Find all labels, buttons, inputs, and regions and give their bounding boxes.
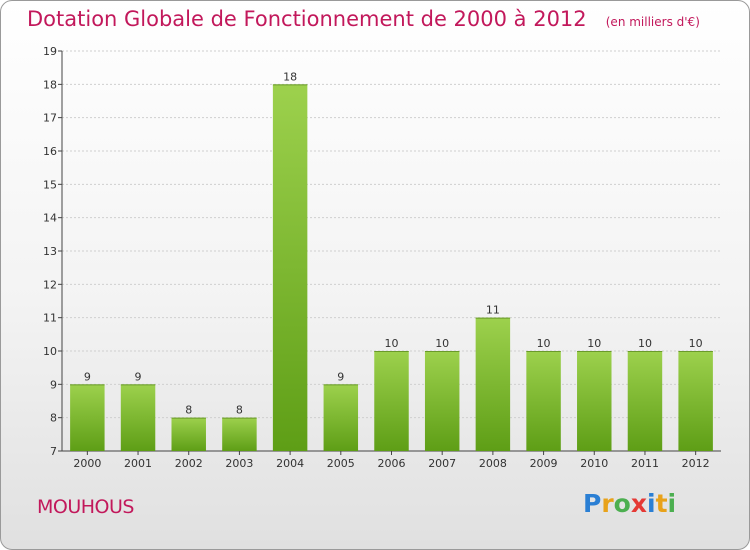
y-tick-label: 11 [43, 312, 57, 325]
bars [70, 84, 713, 451]
y-tick-label: 13 [43, 245, 57, 258]
y-tick-label: 8 [50, 412, 57, 425]
commune-name: MOUHOUS [37, 496, 134, 518]
data-label: 10 [587, 337, 601, 350]
bar [577, 351, 612, 451]
bar [526, 351, 561, 451]
x-tick-label: 2012 [682, 457, 710, 470]
title-area: Dotation Globale de Fonctionnement de 20… [27, 7, 700, 31]
data-labels: 9 9 8 8 18 9 10 10 11 10 10 10 10 [84, 70, 703, 416]
x-tick-label: 2011 [631, 457, 659, 470]
data-label: 10 [638, 337, 652, 350]
x-tick-label: 2003 [225, 457, 253, 470]
data-label: 10 [435, 337, 449, 350]
x-tick-label: 2006 [378, 457, 406, 470]
x-tick-labels: 2000 2001 2002 2003 2004 2005 2006 2007 2008 2009… [73, 457, 709, 470]
bar [323, 384, 359, 451]
x-tick-label: 2008 [479, 457, 507, 470]
bar [120, 384, 156, 451]
bar [374, 351, 409, 451]
chart-title: Dotation Globale de Fonctionnement de 20… [27, 7, 587, 31]
y-tick-label: 18 [43, 78, 57, 91]
x-tick-label: 2002 [175, 457, 203, 470]
y-tick-label: 15 [43, 178, 57, 191]
x-tick-label: 2009 [530, 457, 558, 470]
data-label: 10 [537, 337, 551, 350]
bar [424, 351, 460, 451]
data-label: 8 [185, 404, 192, 417]
y-tick-label: 14 [43, 212, 57, 225]
logo-letter: i [647, 489, 656, 518]
y-tick-label: 10 [43, 345, 57, 358]
x-tick-label: 2004 [276, 457, 304, 470]
x-tick-label: 2001 [124, 457, 152, 470]
data-label: 10 [689, 337, 703, 350]
logo-letter: r [601, 489, 614, 518]
data-label: 18 [283, 70, 297, 83]
y-tick-labels: 7 8 9 10 11 12 13 14 15 16 17 18 19 [43, 45, 57, 458]
logo-letter: o [613, 489, 631, 518]
data-label: 9 [84, 370, 91, 383]
data-label: 11 [486, 304, 500, 317]
data-label: 8 [236, 404, 243, 417]
y-tick-label: 19 [43, 45, 57, 58]
chart-subtitle: (en milliers d'€) [605, 15, 700, 29]
data-label: 9 [337, 370, 344, 383]
y-tick-label: 7 [50, 445, 57, 458]
y-tick-label: 17 [43, 112, 57, 125]
y-tick-label: 12 [43, 278, 57, 291]
proxiti-logo[interactable]: Proxiti [583, 489, 676, 518]
bar [678, 351, 713, 451]
logo-letter: x [630, 489, 647, 518]
logo-letter: P [583, 489, 602, 518]
bar [272, 84, 308, 451]
bar [70, 384, 105, 451]
y-tick-label: 16 [43, 145, 57, 158]
x-tick-label: 2007 [428, 457, 456, 470]
bar [171, 417, 206, 451]
bar [475, 317, 511, 451]
x-tick-label: 2005 [327, 457, 355, 470]
logo-letter: t [655, 489, 668, 518]
x-tick-label: 2010 [580, 457, 608, 470]
x-tick-label: 2000 [73, 457, 101, 470]
bar [627, 351, 663, 451]
data-label: 10 [385, 337, 399, 350]
y-tick-label: 9 [50, 378, 57, 391]
data-label: 9 [135, 370, 142, 383]
bar [222, 417, 257, 451]
logo-letter: i [667, 489, 677, 518]
